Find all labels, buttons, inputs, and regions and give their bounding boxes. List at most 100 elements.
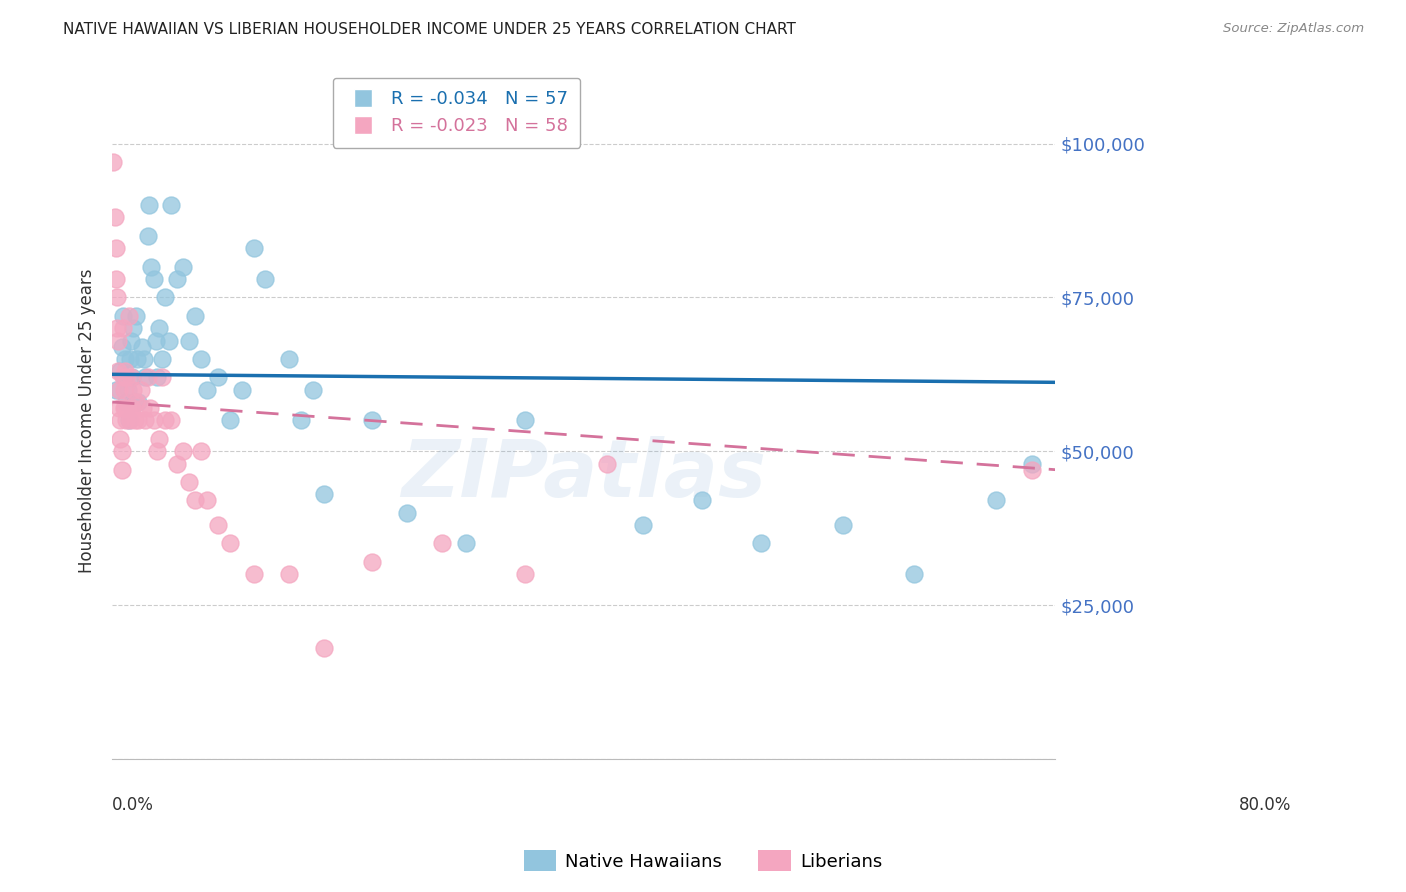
Point: [105, 290, 128, 304]
Point: [231, 383, 253, 397]
Point: [131, 340, 153, 354]
Point: [195, 493, 218, 508]
Point: [142, 413, 165, 427]
Point: [125, 351, 148, 366]
Point: [207, 370, 229, 384]
Text: Source: ZipAtlas.com: Source: ZipAtlas.com: [1223, 22, 1364, 36]
Point: [118, 309, 141, 323]
Point: [111, 340, 134, 354]
Point: [132, 351, 155, 366]
Point: [112, 383, 135, 397]
Point: [107, 334, 129, 348]
Point: [115, 413, 138, 427]
Point: [125, 395, 148, 409]
Point: [195, 383, 218, 397]
Point: [129, 383, 152, 397]
Point: [172, 260, 194, 274]
Point: [121, 370, 143, 384]
Point: [112, 401, 135, 416]
Point: [103, 155, 125, 169]
Point: [114, 351, 136, 366]
Point: [124, 395, 146, 409]
Text: ZIPatlas: ZIPatlas: [401, 435, 766, 514]
Point: [242, 241, 264, 255]
Point: [117, 383, 139, 397]
Point: [278, 351, 301, 366]
Point: [301, 383, 323, 397]
Point: [136, 228, 159, 243]
Text: 80.0%: 80.0%: [1239, 796, 1291, 814]
Point: [107, 364, 129, 378]
Point: [749, 536, 772, 550]
Point: [177, 475, 200, 489]
Point: [111, 444, 134, 458]
Point: [166, 457, 188, 471]
Point: [596, 457, 619, 471]
Text: 0.0%: 0.0%: [112, 796, 155, 814]
Point: [631, 518, 654, 533]
Point: [254, 272, 277, 286]
Point: [1021, 457, 1043, 471]
Point: [104, 272, 127, 286]
Point: [115, 370, 138, 384]
Point: [190, 444, 212, 458]
Point: [114, 401, 136, 416]
Point: [150, 351, 173, 366]
Point: [148, 321, 170, 335]
Point: [184, 309, 207, 323]
Point: [155, 290, 177, 304]
Point: [146, 444, 169, 458]
Point: [110, 432, 132, 446]
Point: [903, 567, 925, 582]
Point: [242, 567, 264, 582]
Text: NATIVE HAWAIIAN VS LIBERIAN HOUSEHOLDER INCOME UNDER 25 YEARS CORRELATION CHART: NATIVE HAWAIIAN VS LIBERIAN HOUSEHOLDER …: [63, 22, 796, 37]
Point: [125, 309, 148, 323]
Point: [166, 272, 188, 286]
Point: [184, 493, 207, 508]
Point: [110, 413, 132, 427]
Point: [111, 370, 134, 384]
Point: [120, 370, 142, 384]
Point: [117, 401, 139, 416]
Point: [160, 198, 183, 212]
Point: [986, 493, 1008, 508]
Legend: R = -0.034   N = 57, R = -0.023   N = 58: R = -0.034 N = 57, R = -0.023 N = 58: [333, 78, 581, 148]
Point: [513, 413, 536, 427]
Point: [136, 370, 159, 384]
Point: [134, 370, 156, 384]
Point: [142, 272, 165, 286]
Point: [454, 536, 477, 550]
Point: [108, 383, 131, 397]
Point: [146, 370, 169, 384]
Point: [114, 364, 136, 378]
Point: [120, 334, 142, 348]
Point: [111, 463, 134, 477]
Point: [172, 444, 194, 458]
Point: [157, 334, 180, 348]
Point: [134, 413, 156, 427]
Point: [104, 383, 127, 397]
Point: [314, 487, 336, 501]
Point: [290, 413, 312, 427]
Point: [138, 198, 160, 212]
Point: [104, 211, 127, 225]
Point: [160, 413, 183, 427]
Point: [104, 241, 127, 255]
Point: [111, 309, 134, 323]
Point: [219, 413, 242, 427]
Point: [360, 413, 382, 427]
Point: [155, 413, 177, 427]
Point: [105, 321, 128, 335]
Point: [124, 413, 146, 427]
Point: [148, 432, 170, 446]
Point: [122, 383, 145, 397]
Point: [150, 370, 173, 384]
Point: [832, 518, 855, 533]
Point: [513, 567, 536, 582]
Point: [111, 321, 134, 335]
Point: [207, 518, 229, 533]
Point: [110, 364, 132, 378]
Y-axis label: Householder Income Under 25 years: Householder Income Under 25 years: [79, 268, 96, 573]
Point: [314, 641, 336, 656]
Point: [219, 536, 242, 550]
